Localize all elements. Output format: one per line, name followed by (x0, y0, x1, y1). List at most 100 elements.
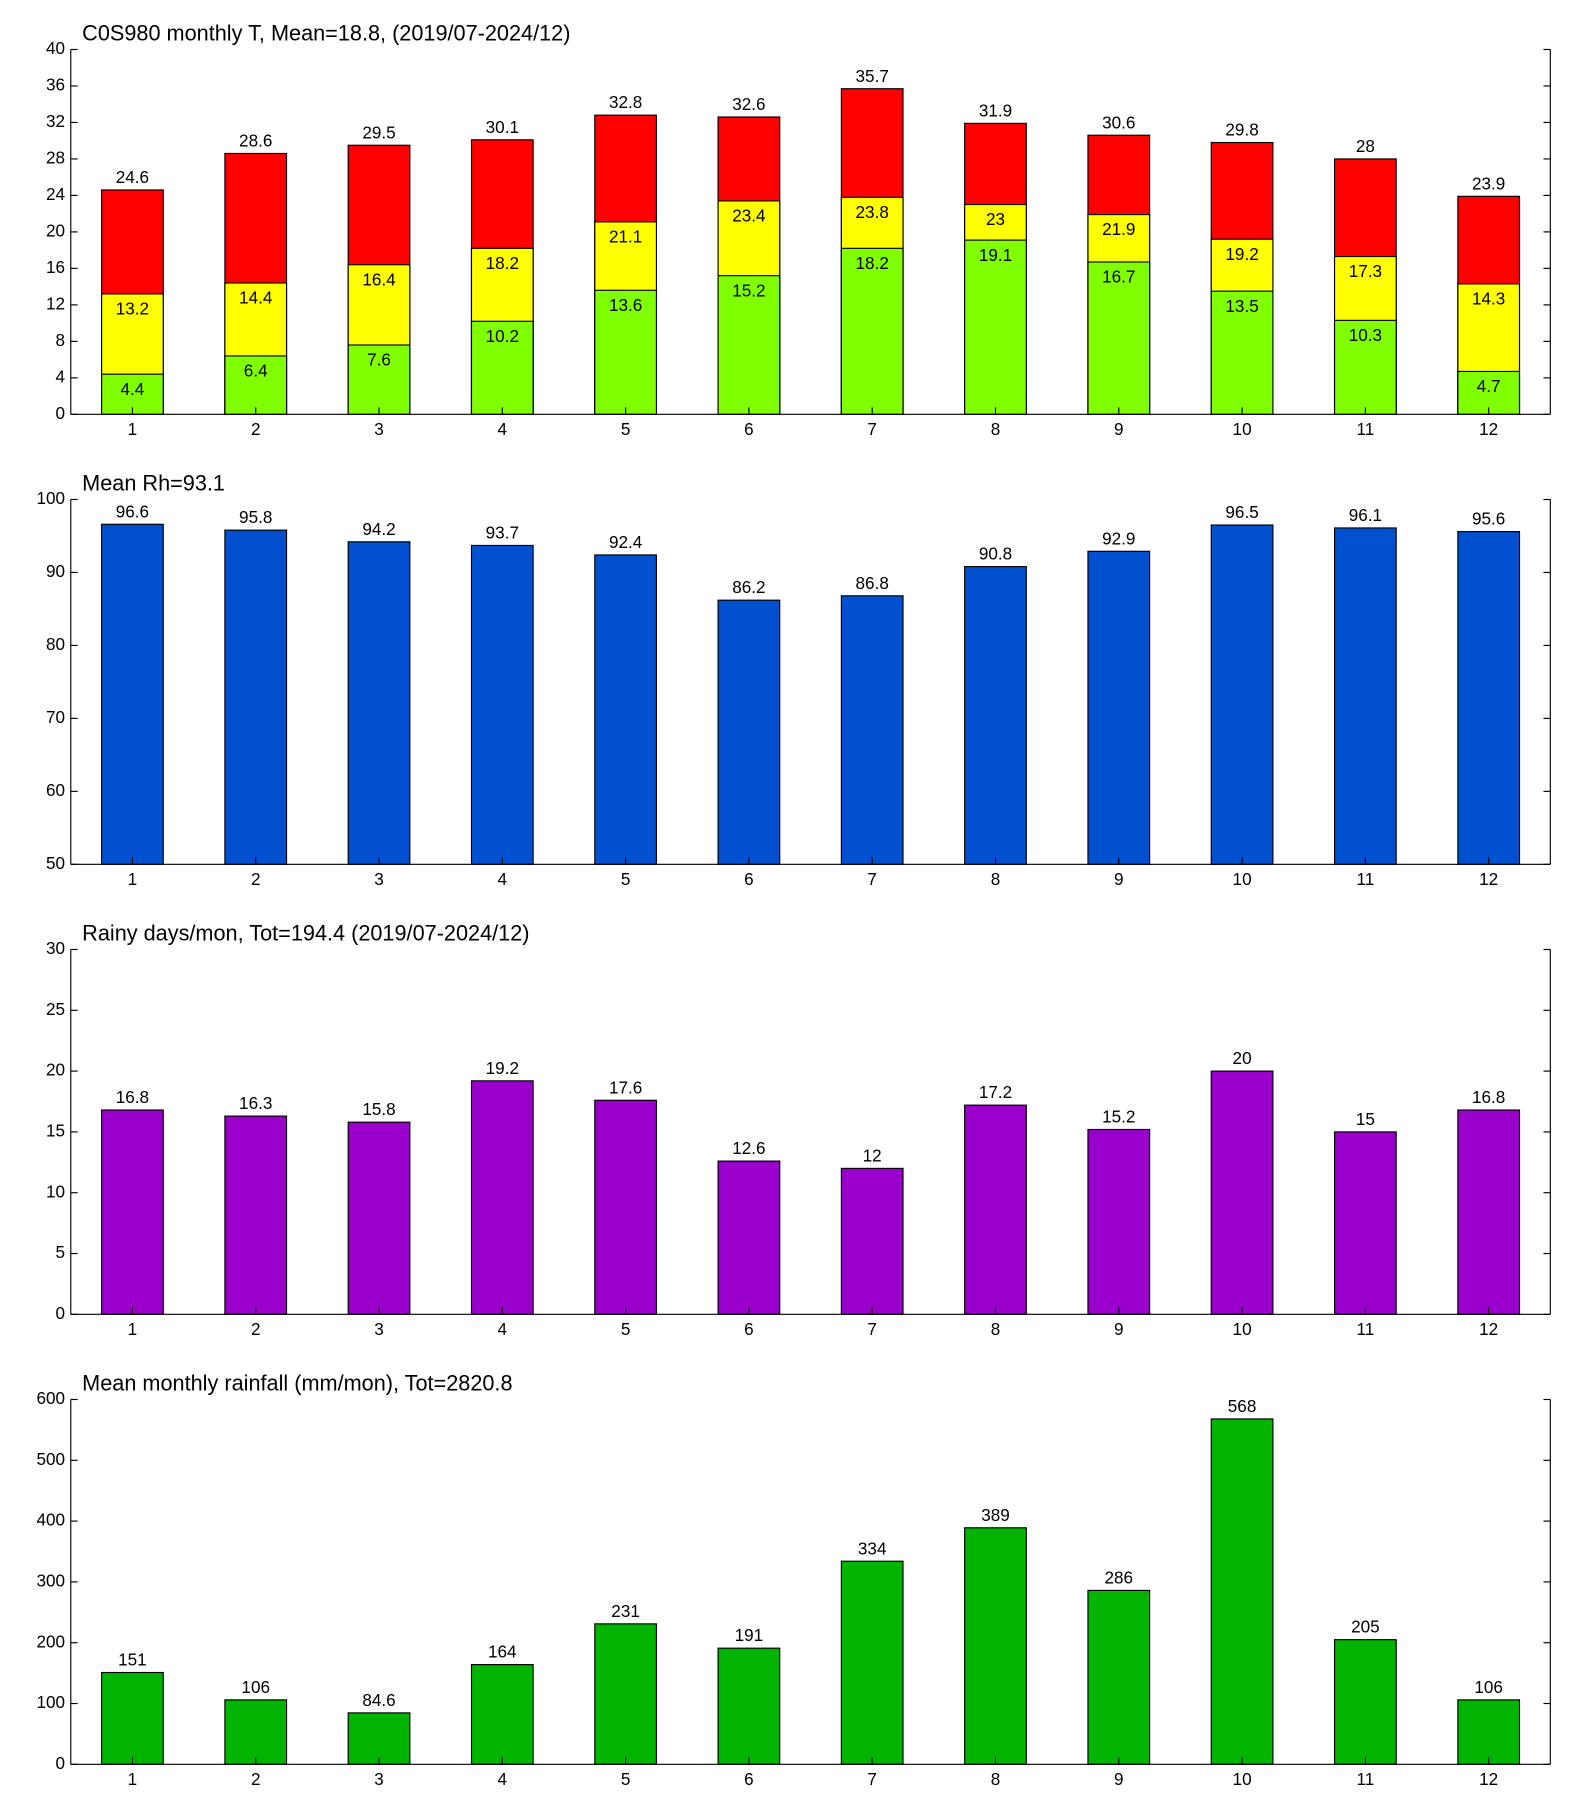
x-tick-label: 9 (1114, 419, 1124, 439)
y-tick-label: 10 (46, 1181, 65, 1201)
y-tick-label: 28 (46, 147, 65, 167)
x-tick-label: 11 (1356, 869, 1374, 889)
x-tick-label: 7 (867, 869, 877, 889)
x-tick-label: 3 (374, 419, 384, 439)
bar (101, 1109, 164, 1315)
bar (594, 1099, 658, 1315)
value-label: 164 (488, 1642, 517, 1662)
y-tick-label: 24 (46, 184, 65, 204)
chart-title: C0S980 monthly T, Mean=18.8, (2019/07-20… (82, 20, 570, 45)
value-label: 23 (986, 209, 1005, 229)
x-tick-label: 10 (1233, 1319, 1252, 1339)
value-label: 14.4 (239, 288, 273, 308)
bar (347, 344, 411, 415)
bar (594, 1623, 658, 1765)
value-label: 95.8 (239, 507, 272, 527)
value-label: 14.3 (1472, 289, 1505, 309)
bar (1210, 524, 1274, 865)
value-label: 286 (1105, 1567, 1134, 1587)
x-tick-label: 12 (1479, 1319, 1498, 1339)
value-label: 15 (1356, 1109, 1375, 1129)
bar (1457, 531, 1521, 865)
y-tick-label: 600 (37, 1388, 66, 1408)
value-label: 205 (1351, 1617, 1380, 1637)
y-tick-label: 20 (46, 220, 65, 240)
x-tick-label: 9 (1114, 869, 1124, 889)
value-label: 106 (1474, 1677, 1503, 1697)
bar (224, 355, 288, 415)
value-label: 86.8 (856, 573, 889, 593)
y-tick-label: 100 (37, 1692, 66, 1712)
value-label: 32.6 (732, 94, 765, 114)
bar (1457, 1699, 1521, 1765)
value-label: 16.7 (1102, 267, 1135, 287)
bar (1210, 1418, 1274, 1765)
value-label: 19.2 (486, 1058, 519, 1078)
value-label: 95.6 (1472, 509, 1505, 529)
y-tick-label: 5 (56, 1242, 66, 1262)
bar (594, 554, 658, 865)
value-label: 4.4 (121, 379, 145, 399)
y-tick-label: 70 (46, 707, 65, 727)
x-tick-label: 2 (251, 419, 261, 439)
value-label: 21.1 (609, 226, 642, 246)
chart-title: Rainy days/mon, Tot=194.4 (2019/07-2024/… (82, 920, 529, 945)
x-tick-label: 8 (991, 1319, 1001, 1339)
x-tick-label: 2 (251, 1769, 261, 1789)
value-label: 4.7 (1477, 376, 1501, 396)
bar (1333, 1131, 1397, 1315)
bar (470, 320, 534, 415)
value-label: 17.2 (979, 1082, 1012, 1102)
bar (1087, 550, 1151, 865)
x-tick-label: 5 (621, 419, 631, 439)
x-tick-label: 7 (867, 1319, 877, 1339)
value-label: 93.7 (486, 522, 519, 542)
x-tick-label: 8 (991, 869, 1001, 889)
bar (470, 1664, 534, 1765)
x-tick-label: 2 (251, 869, 261, 889)
bar (1210, 290, 1274, 415)
bar (347, 1121, 411, 1315)
value-label: 96.1 (1349, 505, 1382, 525)
y-tick-label: 16 (46, 257, 65, 277)
bar (1333, 319, 1397, 415)
bar (840, 247, 904, 415)
value-label: 90.8 (979, 544, 1012, 564)
bar (101, 1671, 164, 1765)
x-tick-label: 8 (991, 1769, 1001, 1789)
chart-title: Mean monthly rainfall (mm/mon), Tot=2820… (82, 1370, 512, 1395)
bar (1333, 527, 1397, 865)
bar (1457, 1109, 1521, 1315)
y-tick-label: 40 (46, 38, 65, 58)
x-tick-label: 6 (744, 1769, 754, 1789)
y-tick-label: 60 (46, 780, 65, 800)
value-label: 151 (118, 1649, 147, 1669)
y-tick-label: 500 (37, 1449, 66, 1469)
bar (224, 529, 288, 865)
bar (224, 1115, 288, 1315)
y-tick-label: 300 (37, 1570, 66, 1590)
value-label: 13.5 (1225, 296, 1258, 316)
bar (470, 1080, 534, 1315)
bar (717, 1160, 781, 1315)
x-tick-label: 3 (374, 1769, 384, 1789)
x-tick-label: 11 (1356, 1319, 1374, 1339)
value-label: 15.2 (732, 280, 765, 300)
y-tick-label: 30 (46, 938, 65, 958)
value-label: 30.6 (1102, 112, 1135, 132)
value-label: 19.2 (1225, 244, 1258, 264)
x-tick-label: 12 (1479, 1769, 1498, 1789)
value-label: 16.8 (1472, 1087, 1505, 1107)
value-label: 35.7 (856, 66, 889, 86)
value-label: 17.6 (609, 1077, 642, 1097)
x-tick-label: 6 (744, 1319, 754, 1339)
value-label: 20 (1233, 1048, 1252, 1068)
x-tick-label: 7 (867, 419, 877, 439)
value-label: 18.2 (856, 253, 889, 273)
value-label: 30.1 (486, 117, 519, 137)
bar (470, 544, 534, 865)
value-label: 13.6 (609, 295, 642, 315)
bar (101, 523, 164, 865)
x-tick-label: 5 (621, 1319, 631, 1339)
